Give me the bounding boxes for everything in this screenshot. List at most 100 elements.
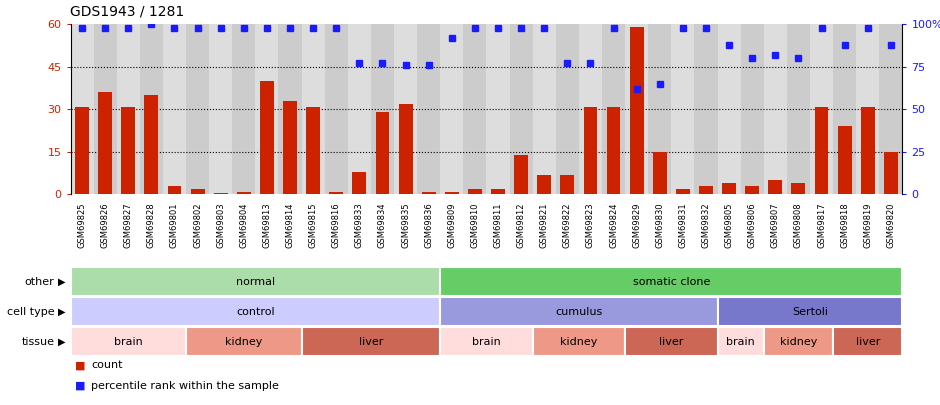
Bar — [371, 24, 394, 194]
Text: somatic clone: somatic clone — [633, 277, 710, 287]
Bar — [348, 24, 371, 194]
Bar — [94, 24, 117, 194]
Bar — [791, 183, 806, 194]
Bar — [121, 107, 135, 194]
Bar — [787, 24, 810, 194]
Bar — [324, 24, 348, 194]
Text: ▶: ▶ — [58, 277, 66, 287]
Bar — [810, 24, 833, 194]
Bar — [602, 24, 625, 194]
Bar — [879, 24, 902, 194]
Text: GDS1943 / 1281: GDS1943 / 1281 — [70, 4, 185, 18]
Bar — [722, 183, 736, 194]
Bar — [117, 24, 140, 194]
Bar — [606, 107, 620, 194]
Bar — [671, 24, 695, 194]
Bar — [491, 189, 505, 194]
Bar — [237, 192, 251, 194]
Bar — [278, 24, 302, 194]
Bar — [306, 107, 320, 194]
Bar — [163, 24, 186, 194]
Text: normal: normal — [236, 277, 274, 287]
Bar — [167, 186, 181, 194]
Bar — [717, 297, 902, 326]
Bar — [625, 327, 717, 356]
Bar — [283, 101, 297, 194]
Text: liver: liver — [855, 337, 880, 347]
Bar — [70, 297, 440, 326]
Bar — [538, 175, 551, 194]
Bar — [763, 327, 833, 356]
Bar — [145, 95, 158, 194]
Bar — [463, 24, 487, 194]
Bar — [329, 192, 343, 194]
Bar — [440, 297, 717, 326]
Text: tissue: tissue — [22, 337, 55, 347]
Bar — [763, 24, 787, 194]
Bar — [209, 24, 232, 194]
Bar — [186, 24, 209, 194]
Bar — [191, 189, 205, 194]
Bar — [560, 175, 574, 194]
Bar — [741, 24, 763, 194]
Text: control: control — [236, 307, 274, 317]
Bar — [422, 192, 435, 194]
Text: Sertoli: Sertoli — [792, 307, 828, 317]
Text: liver: liver — [359, 337, 384, 347]
Bar — [884, 152, 898, 194]
Text: brain: brain — [472, 337, 501, 347]
Bar — [556, 24, 579, 194]
Bar — [856, 24, 879, 194]
Bar — [533, 24, 556, 194]
Bar — [695, 24, 717, 194]
Bar — [70, 267, 440, 296]
Bar — [302, 24, 324, 194]
Bar — [514, 155, 528, 194]
Bar — [676, 189, 690, 194]
Bar — [717, 327, 763, 356]
Text: count: count — [91, 360, 123, 371]
Text: ▶: ▶ — [58, 337, 66, 347]
Text: brain: brain — [114, 337, 143, 347]
Bar — [75, 107, 89, 194]
Bar — [699, 186, 713, 194]
Text: ■: ■ — [75, 360, 86, 371]
Bar — [256, 24, 278, 194]
Bar — [579, 24, 602, 194]
Bar — [533, 327, 625, 356]
Bar — [98, 92, 112, 194]
Bar — [649, 24, 671, 194]
Text: percentile rank within the sample: percentile rank within the sample — [91, 381, 279, 391]
Bar — [487, 24, 509, 194]
Bar — [352, 172, 367, 194]
Text: kidney: kidney — [560, 337, 598, 347]
Bar — [625, 24, 649, 194]
Bar — [833, 24, 856, 194]
Bar — [232, 24, 256, 194]
Text: liver: liver — [659, 337, 683, 347]
Text: kidney: kidney — [225, 337, 262, 347]
Text: other: other — [24, 277, 55, 287]
Bar — [630, 27, 644, 194]
Bar — [652, 152, 666, 194]
Bar — [302, 327, 440, 356]
Bar — [186, 327, 302, 356]
Bar — [70, 327, 186, 356]
Text: ■: ■ — [75, 381, 86, 391]
Bar — [815, 107, 828, 194]
Bar — [445, 192, 459, 194]
Bar — [440, 267, 902, 296]
Bar — [440, 24, 463, 194]
Text: cumulus: cumulus — [556, 307, 603, 317]
Bar — [417, 24, 440, 194]
Text: kidney: kidney — [779, 337, 817, 347]
Bar — [768, 180, 782, 194]
Bar — [140, 24, 163, 194]
Text: cell type: cell type — [7, 307, 55, 317]
Bar — [399, 104, 413, 194]
Bar — [213, 193, 227, 194]
Bar — [833, 327, 902, 356]
Bar — [584, 107, 597, 194]
Bar — [838, 126, 852, 194]
Bar — [861, 107, 874, 194]
